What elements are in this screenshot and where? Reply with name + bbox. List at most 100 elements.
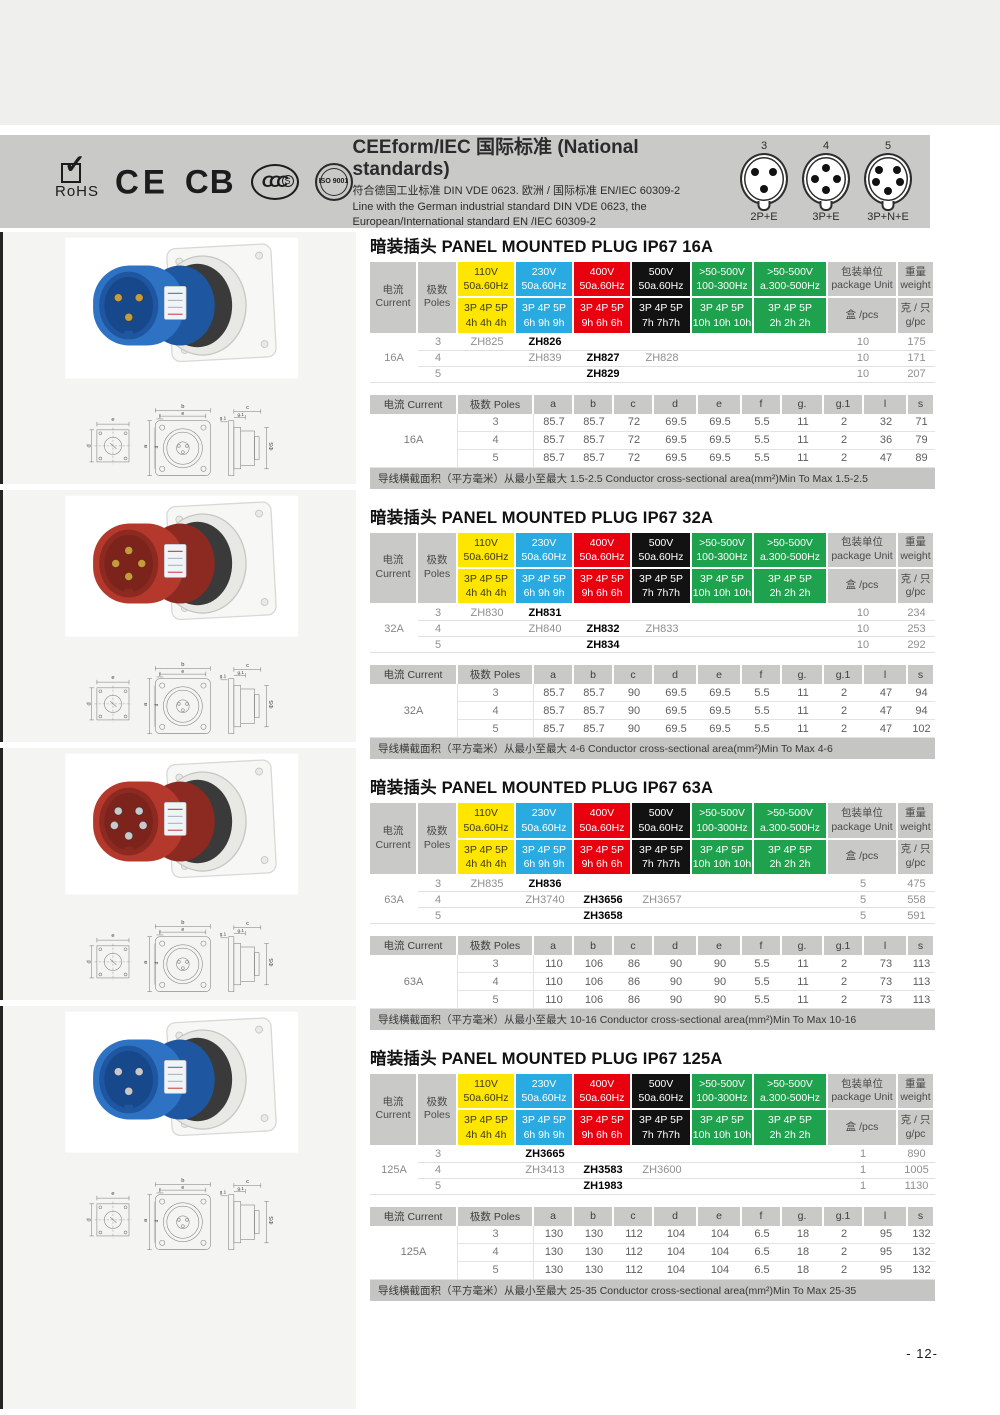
dimension-header: g. [782, 936, 824, 956]
pole-hours-header: 3P 4P 5P 10h 10h 10h [692, 298, 754, 335]
model-number [458, 621, 516, 638]
dimension-value: 130 [574, 1243, 614, 1262]
dimension-row: 4 130 130 112 104 104 6.5 18 2 95 132 [370, 1243, 935, 1262]
dimension-value: 11 [782, 973, 824, 992]
svg-text:g.1: g.1 [237, 928, 244, 933]
dimension-value: 90 [698, 973, 742, 992]
dimension-header: 极数 Poles [458, 394, 534, 414]
dimension-table-wrap: 电流 Current 极数 Poles a b c d e f g. g.1 l s 125A 3 130 1… [370, 1206, 935, 1280]
model-number [692, 334, 754, 351]
dimension-value: 130 [534, 1243, 574, 1262]
technical-drawing-svg: e d b e f a d c g.1 g.1 ΦS [86, 920, 274, 992]
spec-sections-column: 暗装插头 PANEL MOUNTED PLUG IP67 16A 电流 Curren… [370, 233, 935, 1316]
voltage-header: 500V 50a.60Hz [632, 1074, 692, 1111]
poles-value: 4 [458, 702, 534, 721]
poles-value: 3 [458, 413, 534, 432]
connector-face-icon [864, 153, 912, 211]
dimension-value: 85.7 [574, 702, 614, 721]
model-number [754, 334, 828, 351]
check-icon: ✓ [61, 151, 86, 183]
voltage-header: 400V 50a.60Hz [574, 1074, 632, 1111]
dimension-value: 2 [824, 955, 864, 974]
check-glyph: ✓ [64, 149, 86, 179]
dimension-value: 85.7 [534, 431, 574, 450]
poles-value: 3 [418, 605, 458, 622]
dimension-value: 90 [654, 955, 698, 974]
pole-hours-header: 3P 4P 5P 9h 6h 6h [574, 1110, 632, 1147]
poles-value: 3 [418, 334, 458, 351]
pole-hours-header: 3P 4P 5P 4h 4h 4h [458, 1110, 516, 1147]
package-unit-sub: 盒 /pcs [828, 839, 898, 877]
model-number [754, 876, 828, 893]
standards-text: CEEform/IEC 国际标准 (National standards) 符合… [353, 132, 740, 230]
poles-value: 5 [458, 720, 534, 739]
dimension-value: 85.7 [534, 720, 574, 739]
dimension-value: 89 [908, 449, 935, 468]
model-number [754, 350, 828, 367]
dimension-value: 106 [574, 973, 614, 992]
dimension-value: 85.7 [534, 684, 574, 703]
conductor-note: 导线横截面积（平方毫米）从最小至最大 4-6 Conductor cross-s… [370, 738, 935, 760]
dimension-value: 69.5 [698, 702, 742, 721]
iso-label: ISO 9001 [318, 177, 349, 185]
model-number [754, 1162, 828, 1179]
voltage-header: 230V 50a.60Hz [516, 1074, 574, 1111]
model-number [754, 605, 828, 622]
model-number: ZH3657 [632, 892, 692, 909]
technical-drawing-svg: e d b e f a d c g.1 g.1 ΦS [86, 404, 274, 476]
dimension-value: 113 [908, 991, 935, 1010]
model-number [692, 1162, 754, 1179]
voltage-header: 400V 50a.60Hz [574, 803, 632, 840]
dimension-value: 5.5 [742, 955, 782, 974]
pin-diagram: 3 2P+E [740, 140, 788, 223]
dimension-value: 2 [824, 973, 864, 992]
svg-text:b: b [181, 662, 184, 668]
model-table: 电流 Current 极数 Poles 110V 50a.60Hz 230V 50a.60Hz… [370, 262, 935, 383]
dimension-value: 112 [614, 1225, 654, 1244]
dimension-row: 63A 3 110 106 86 90 90 5.5 11 2 73 113 [370, 955, 935, 1010]
dimension-header: a [534, 1206, 574, 1226]
dimension-row: 16A 3 85.7 85.7 72 69.5 69.5 5.5 11 2 32 71 [370, 413, 935, 468]
model-row: 63A 3 ZH835 ZH836 5 475 [370, 876, 935, 925]
dimension-header: g.1 [824, 665, 864, 685]
section-title: 暗装插头 PANEL MOUNTED PLUG IP67 16A [370, 238, 714, 256]
dimension-value: 110 [534, 991, 574, 1010]
model-row: 4 ZH839 ZH827 ZH828 10 171 [370, 350, 935, 367]
pin-diagram: 4 3P+E [802, 140, 850, 223]
svg-text:f: f [159, 930, 161, 935]
svg-text:b: b [181, 920, 184, 926]
svg-text:c: c [246, 921, 249, 927]
dimension-header: e [698, 1206, 742, 1226]
technical-drawing: e d b e f a d c g.1 g.1 ΦS [15, 384, 345, 491]
dimension-value: 69.5 [698, 684, 742, 703]
dimension-table-wrap: 电流 Current 极数 Poles a b c d e f g. g.1 l s 16A 3 85.7 8… [370, 394, 935, 468]
dimension-value: 112 [614, 1243, 654, 1262]
dimension-header: s [908, 665, 935, 685]
dimension-value: 73 [864, 955, 908, 974]
dimension-value: 94 [908, 702, 935, 721]
dimension-header: c [614, 394, 654, 414]
dimension-value: 69.5 [654, 702, 698, 721]
pole-hours-header: 3P 4P 5P 7h 7h7h [632, 839, 692, 877]
model-number [754, 1146, 828, 1163]
model-number [458, 1178, 516, 1195]
model-number [458, 637, 516, 654]
svg-text:d: d [86, 1218, 92, 1221]
poles-value: 3 [458, 684, 534, 703]
pin-dot [875, 166, 883, 174]
dimension-value: 90 [614, 702, 654, 721]
pin-dot [822, 164, 830, 172]
dimension-value: 2 [824, 413, 864, 432]
current-column-header: 电流 Current [370, 803, 418, 877]
weight-value: 175 [898, 334, 935, 351]
ccc-s-badge: S [281, 174, 294, 187]
model-number [458, 350, 516, 367]
dimension-value: 69.5 [698, 449, 742, 468]
model-number [692, 876, 754, 893]
pin-dot [872, 178, 880, 186]
poles-value: 3 [418, 876, 458, 893]
svg-text:a: a [142, 444, 148, 448]
dimension-value: 5.5 [742, 973, 782, 992]
model-row: 16A 3 ZH825 ZH826 10 175 [370, 334, 935, 383]
model-number [692, 637, 754, 654]
